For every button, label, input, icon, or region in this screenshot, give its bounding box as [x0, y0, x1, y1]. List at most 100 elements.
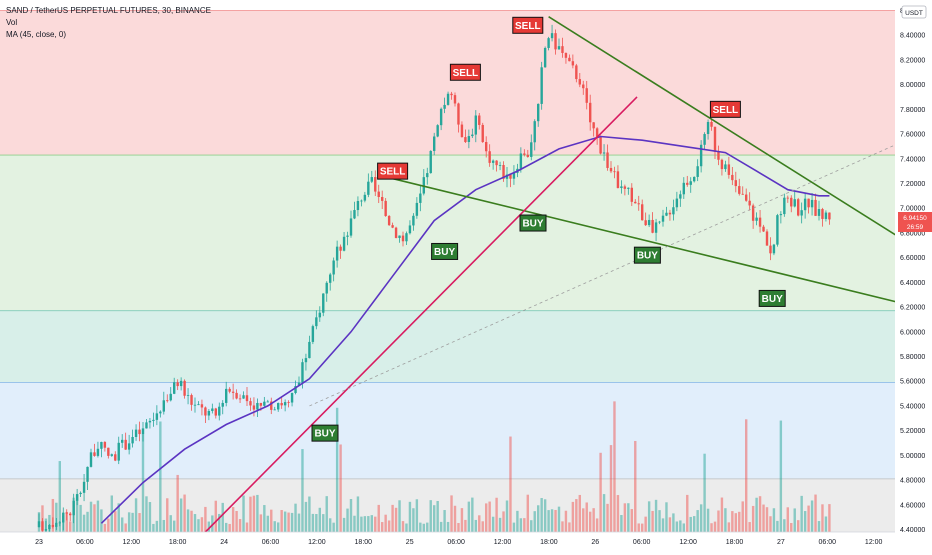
candle-body	[79, 492, 82, 495]
volume-bar	[627, 503, 630, 532]
candle-body	[533, 121, 536, 143]
volume-bar	[495, 497, 498, 532]
candle-body	[308, 341, 311, 359]
y-tick-label: 8.40000	[900, 33, 925, 40]
volume-bar	[772, 508, 776, 532]
sell-signal-label: SELL	[515, 21, 541, 32]
candle-body	[654, 222, 658, 233]
candle-body	[710, 121, 713, 127]
sell-signal-box	[709, 100, 741, 118]
trendline-lower-support[interactable]	[387, 176, 908, 306]
volume-bar	[238, 519, 242, 532]
volume-bar	[810, 500, 814, 532]
candle-body	[491, 160, 495, 163]
candle-body	[564, 52, 568, 58]
candle-body	[367, 181, 370, 195]
candle-body	[37, 521, 41, 528]
candle-body	[159, 411, 162, 414]
zone-sell	[0, 10, 895, 156]
trendline-dashed-projection[interactable]	[309, 109, 932, 407]
candle-body	[225, 388, 228, 403]
candle-body	[561, 46, 564, 53]
candle-body	[457, 103, 460, 125]
candle-body	[810, 199, 814, 208]
volume-bar	[654, 499, 658, 532]
trendline-uptrend[interactable]	[204, 96, 638, 533]
sell-signal[interactable]: SELL	[709, 100, 741, 118]
volume-bar	[485, 503, 488, 532]
sell-signal[interactable]: SELL	[449, 63, 481, 81]
candle-body	[530, 142, 533, 157]
volume-bar	[776, 520, 779, 532]
volume-bar	[381, 522, 384, 532]
currency-button[interactable]: USDT	[901, 5, 927, 19]
volume-bar	[623, 503, 627, 532]
buy-signal[interactable]: BUY	[519, 214, 547, 232]
volume-bar	[394, 507, 398, 532]
volume-bar	[498, 517, 502, 532]
buy-signal[interactable]: BUY	[311, 424, 339, 442]
volume-bar	[502, 511, 505, 532]
volume-bar	[828, 504, 831, 532]
x-tick-label: 06:00	[819, 539, 837, 546]
candle-body	[592, 122, 595, 129]
buy-signal[interactable]: BUY	[758, 289, 786, 307]
volume-bar	[439, 521, 443, 532]
candle-body	[339, 246, 342, 251]
candle-body	[335, 246, 339, 261]
candle-body	[41, 521, 44, 531]
y-tick-label: 8.20000	[900, 57, 925, 64]
candle-body	[96, 448, 100, 456]
candle-body	[568, 57, 571, 62]
volume-bar	[346, 508, 349, 532]
volume-bar	[637, 523, 640, 532]
ma-legend: MA (45, close, 0)	[6, 30, 66, 39]
y-tick-label: 4.60000	[900, 502, 925, 509]
candle-body	[363, 194, 367, 201]
candle-body	[727, 164, 731, 175]
candle-body	[228, 388, 231, 392]
candle-body	[55, 522, 58, 527]
candle-body	[571, 61, 575, 66]
volume-bar	[644, 516, 647, 532]
x-tick-label: 12:00	[123, 539, 141, 546]
volume-bar	[173, 520, 176, 532]
buy-signal[interactable]: BUY	[633, 246, 661, 264]
sell-signal[interactable]: SELL	[377, 162, 409, 180]
volume-bar	[779, 420, 783, 532]
candle-body	[190, 395, 193, 405]
volume-bar	[131, 512, 134, 532]
candle-body	[599, 136, 602, 154]
candle-body	[769, 245, 772, 254]
sell-signal[interactable]: SELL	[512, 16, 544, 34]
y-tick-label: 5.20000	[900, 428, 925, 435]
candle-body	[686, 182, 689, 185]
buy-signal-box	[758, 289, 786, 307]
trendline-upper-resistance[interactable]	[548, 15, 903, 240]
candle-body	[772, 244, 776, 254]
candle-body	[173, 382, 176, 394]
candle-body	[706, 121, 710, 135]
volume-bar	[231, 507, 235, 532]
volume-bar	[162, 519, 165, 532]
y-tick-label: 7.60000	[900, 132, 925, 139]
volume-bar	[419, 522, 422, 532]
candle-body	[204, 407, 207, 416]
candle-body	[675, 198, 679, 208]
candle-body	[422, 177, 425, 194]
candle-body	[474, 115, 477, 135]
candle-body	[218, 406, 221, 416]
volume-bar	[48, 514, 51, 532]
volume-bar	[304, 501, 308, 532]
x-tick-label: 18:00	[540, 539, 558, 546]
candle-body	[127, 443, 131, 450]
volume-bar	[315, 513, 318, 532]
candle-body	[405, 233, 408, 242]
candle-body	[731, 174, 734, 181]
buy-signal[interactable]: BUY	[431, 242, 459, 260]
candle-body	[547, 38, 550, 48]
candle-body	[651, 219, 654, 233]
candle-body	[488, 151, 491, 163]
candle-body	[124, 439, 127, 450]
